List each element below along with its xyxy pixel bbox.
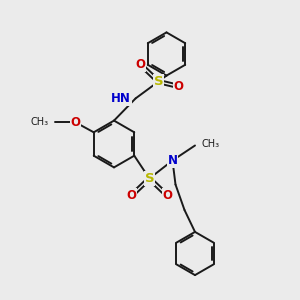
Text: CH₃: CH₃ — [31, 117, 49, 128]
Text: O: O — [173, 80, 184, 93]
Text: HN: HN — [111, 92, 131, 105]
Text: O: O — [70, 116, 81, 129]
Text: CH₃: CH₃ — [201, 139, 219, 149]
Text: O: O — [126, 189, 136, 202]
Text: O: O — [162, 189, 172, 202]
Text: S: S — [154, 75, 163, 88]
Text: S: S — [145, 172, 154, 185]
Text: O: O — [135, 58, 146, 71]
Text: N: N — [167, 154, 178, 167]
